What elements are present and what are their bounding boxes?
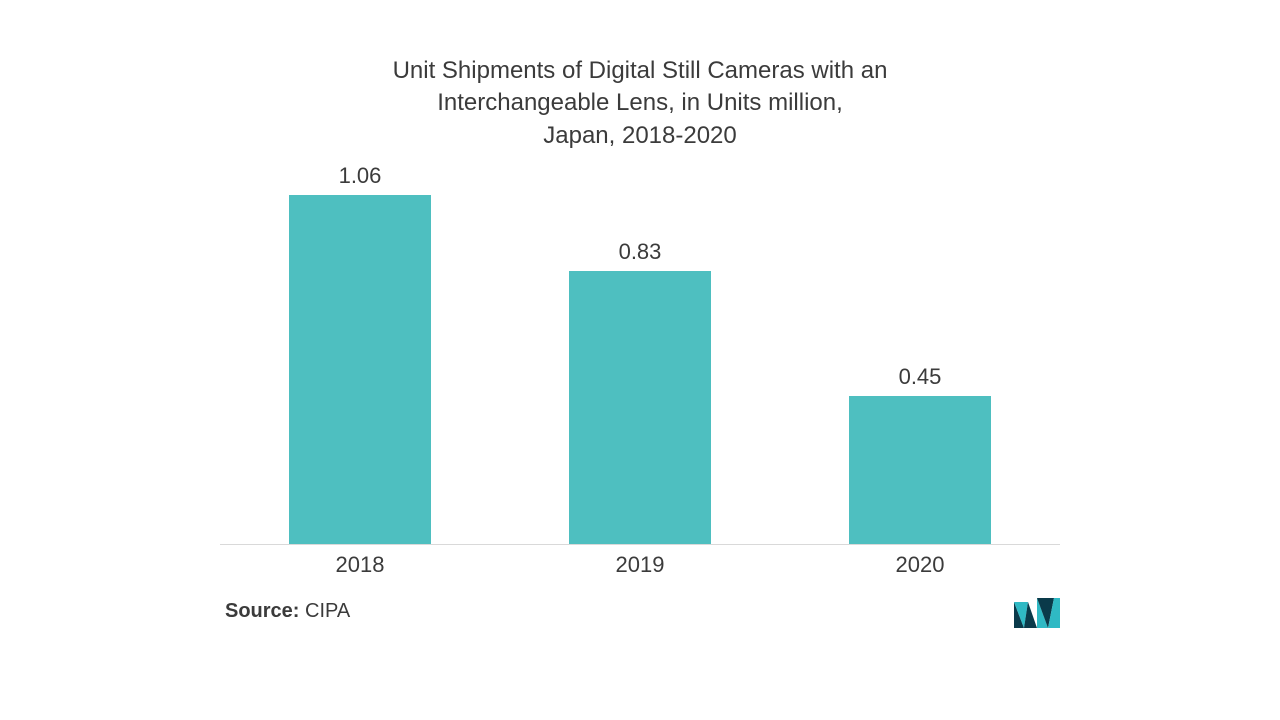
bar-group: 0.83: [500, 239, 780, 545]
bar-group: 1.06: [220, 163, 500, 545]
bar: [849, 396, 991, 545]
x-axis-label: 2020: [780, 552, 1060, 578]
x-axis-label: 2019: [500, 552, 780, 578]
x-axis-line: [220, 544, 1060, 545]
brand-logo-icon: [1014, 598, 1060, 628]
bars-container: 1.060.830.45: [220, 195, 1060, 545]
chart-canvas: Unit Shipments of Digital Still Cameras …: [0, 0, 1280, 720]
bar-value-label: 1.06: [339, 163, 382, 189]
bar-value-label: 0.83: [619, 239, 662, 265]
x-axis-label: 2018: [220, 552, 500, 578]
plot-area: 1.060.830.45: [220, 195, 1060, 545]
source-value: CIPA: [305, 600, 350, 622]
source-label: Source:: [225, 600, 299, 622]
bar: [569, 271, 711, 545]
x-axis-labels: 201820192020: [220, 552, 1060, 578]
bar-group: 0.45: [780, 364, 1060, 545]
bar-value-label: 0.45: [899, 364, 942, 390]
source-citation: Source: CIPA: [225, 600, 350, 623]
chart-title: Unit Shipments of Digital Still Cameras …: [0, 55, 1280, 152]
bar: [289, 195, 431, 545]
